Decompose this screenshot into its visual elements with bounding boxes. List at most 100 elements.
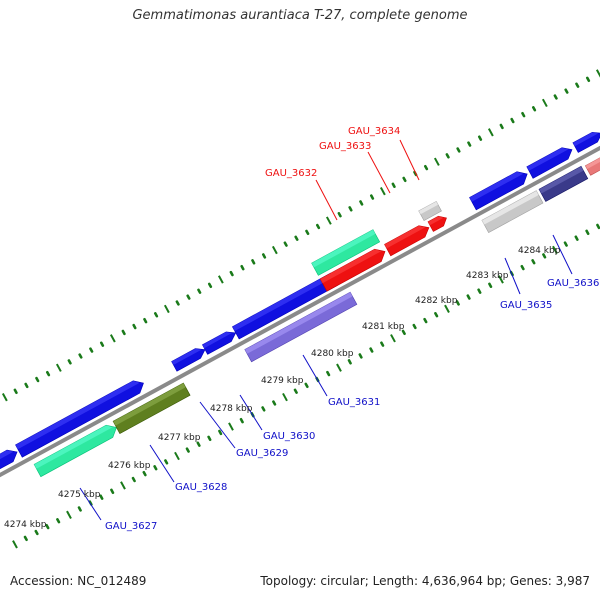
- upper-tick-mark: [553, 94, 558, 100]
- upper-tick-mark: [153, 312, 159, 318]
- upper-tick-mark: [217, 275, 224, 284]
- upper-tick-mark: [467, 141, 472, 147]
- lower-tick-mark: [131, 476, 136, 483]
- lower-tick-mark: [336, 363, 342, 372]
- upper-tick-mark: [89, 347, 94, 353]
- gene-leader-line: [399, 139, 420, 181]
- lower-tick-mark: [542, 253, 547, 259]
- gene-leader-line: [504, 257, 521, 295]
- gene-leader-line: [315, 179, 338, 221]
- scale-label: 4284 kbp: [518, 246, 561, 256]
- lower-tick-mark: [207, 435, 212, 442]
- upper-tick-mark: [359, 200, 364, 206]
- lower-tick-mark: [228, 422, 234, 431]
- upper-tick-mark: [585, 76, 591, 83]
- upper-tick-mark: [45, 370, 51, 377]
- upper-tick-mark: [575, 82, 580, 88]
- navy-gene-bar[interactable]: [538, 165, 589, 202]
- scale-label: 4280 kbp: [311, 349, 354, 359]
- gene-label-gau-3632[interactable]: GAU_3632: [265, 168, 317, 179]
- gene-label-gau-3631[interactable]: GAU_3631: [328, 397, 380, 408]
- upper-tick-mark: [521, 111, 526, 118]
- gene-leader-line: [149, 444, 175, 483]
- upper-tick-mark: [564, 88, 569, 94]
- gene-label-gau-3634[interactable]: GAU_3634: [348, 126, 400, 137]
- lower-tick-mark: [380, 341, 385, 347]
- upper-tick-mark: [240, 264, 245, 271]
- upper-tick-mark: [55, 363, 62, 372]
- lower-tick-mark: [596, 223, 600, 230]
- upper-tick-mark: [402, 176, 407, 183]
- upper-tick-mark: [315, 223, 321, 230]
- gene-label-gau-3636[interactable]: GAU_3636: [547, 278, 599, 289]
- lower-tick-mark: [498, 275, 504, 284]
- genome-stats-label: Topology: circular; Length: 4,636,964 bp…: [260, 574, 590, 588]
- lower-tick-mark: [401, 329, 406, 336]
- upper-tick-mark: [207, 282, 213, 289]
- upper-tick-mark: [337, 212, 342, 218]
- upper-tick-mark: [283, 241, 288, 247]
- lower-tick-mark: [488, 282, 493, 288]
- scale-label: 4283 kbp: [466, 271, 509, 281]
- upper-tick-mark: [121, 329, 126, 336]
- scale-label: 4274 kbp: [4, 520, 47, 530]
- scale-label: 4277 kbp: [158, 433, 201, 443]
- lower-tick-mark: [99, 494, 104, 500]
- upper-tick-mark: [499, 123, 504, 130]
- gene-label-gau-3630[interactable]: GAU_3630: [263, 431, 315, 442]
- upper-tick-mark: [132, 323, 137, 330]
- lower-tick-mark: [563, 241, 568, 247]
- lower-tick-mark: [23, 535, 28, 542]
- lower-tick-mark: [358, 353, 363, 359]
- lower-tick-mark: [218, 429, 223, 436]
- gene-leader-line: [552, 234, 573, 275]
- gene-label-gau-3628[interactable]: GAU_3628: [175, 482, 227, 493]
- lower-tick-mark: [444, 304, 450, 314]
- gene-label-gau-3629[interactable]: GAU_3629: [236, 448, 288, 459]
- gene-label-gau-3633[interactable]: GAU_3633: [319, 141, 371, 152]
- lower-tick-mark: [261, 406, 266, 412]
- lower-tick-mark: [77, 506, 82, 512]
- lower-tick-mark: [153, 465, 158, 471]
- lower-tick-mark: [423, 317, 428, 324]
- gene-label-gau-3635[interactable]: GAU_3635: [500, 300, 552, 311]
- upper-tick-mark: [305, 229, 310, 236]
- upper-tick-mark: [325, 216, 332, 225]
- gene-leader-line: [302, 354, 328, 397]
- scale-label: 4278 kbp: [210, 404, 253, 414]
- upper-tick-mark: [35, 376, 40, 383]
- gene-labels-layer: GAU_3627 GAU_3628 GAU_3629 GAU_3630 GAU_3631…: [105, 126, 599, 532]
- lower-tick-mark: [552, 245, 558, 255]
- upper-tick-mark: [99, 341, 105, 347]
- upper-tick-mark: [379, 187, 386, 196]
- lower-tick-mark: [531, 259, 536, 265]
- upper-tick-mark: [261, 253, 267, 259]
- lower-tick-mark: [520, 264, 525, 271]
- upper-tick-mark: [391, 182, 396, 188]
- upper-tick-mark: [1, 393, 8, 402]
- upper-tick-mark: [413, 170, 418, 177]
- lower-tick-mark: [455, 300, 460, 306]
- upper-tick-mark: [67, 359, 72, 365]
- lower-tick-mark: [466, 294, 471, 300]
- upper-tick-mark: [487, 128, 494, 137]
- red-gene-arrow[interactable]: [427, 215, 447, 232]
- lower-tick-mark: [390, 334, 396, 343]
- lower-tick-mark: [185, 447, 190, 453]
- lower-tick-mark: [293, 388, 298, 394]
- scale-label: 4279 kbp: [261, 376, 304, 386]
- lower-tick-mark: [66, 510, 72, 520]
- lower-tick-mark: [34, 529, 39, 536]
- genome-title: Gemmatimonas aurantiaca T-27, complete g…: [132, 8, 468, 23]
- lower-tick-mark: [45, 523, 50, 530]
- upper-tick-mark: [24, 382, 29, 389]
- upper-tick-mark: [531, 106, 537, 112]
- upper-tick-mark: [271, 245, 278, 255]
- upper-tick-mark: [251, 259, 256, 265]
- gene-label-gau-3627[interactable]: GAU_3627: [105, 521, 157, 532]
- lower-tick-mark: [110, 488, 115, 495]
- upper-tick-mark: [348, 206, 353, 212]
- upper-tick-mark: [445, 153, 450, 159]
- upper-tick-mark: [13, 388, 18, 395]
